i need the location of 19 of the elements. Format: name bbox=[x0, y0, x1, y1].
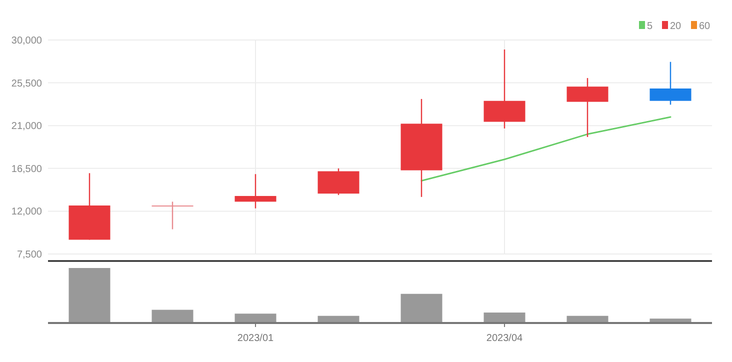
candlestick bbox=[152, 201, 194, 230]
legend-label: 5 bbox=[647, 21, 653, 32]
y-tick-label: 12,000 bbox=[11, 206, 42, 218]
y-tick-label: 21,000 bbox=[11, 121, 42, 132]
candlestick bbox=[234, 174, 276, 209]
bar bbox=[400, 294, 442, 323]
x-tick-label: 2023/01 bbox=[237, 333, 274, 344]
legend-label: 20 bbox=[670, 21, 682, 32]
legend-label: 60 bbox=[699, 21, 711, 32]
y-tick-label: 25,500 bbox=[11, 78, 42, 90]
bar bbox=[484, 312, 526, 323]
line-series bbox=[420, 116, 672, 182]
bar bbox=[68, 268, 110, 323]
y-tick-label: 7,500 bbox=[16, 250, 42, 260]
x-tick-label: 2023/04 bbox=[486, 333, 524, 344]
bar bbox=[234, 314, 276, 323]
y-tick-label: 16,500 bbox=[11, 164, 42, 175]
bar bbox=[152, 310, 194, 323]
y-tick-label: 30,000 bbox=[11, 36, 42, 46]
